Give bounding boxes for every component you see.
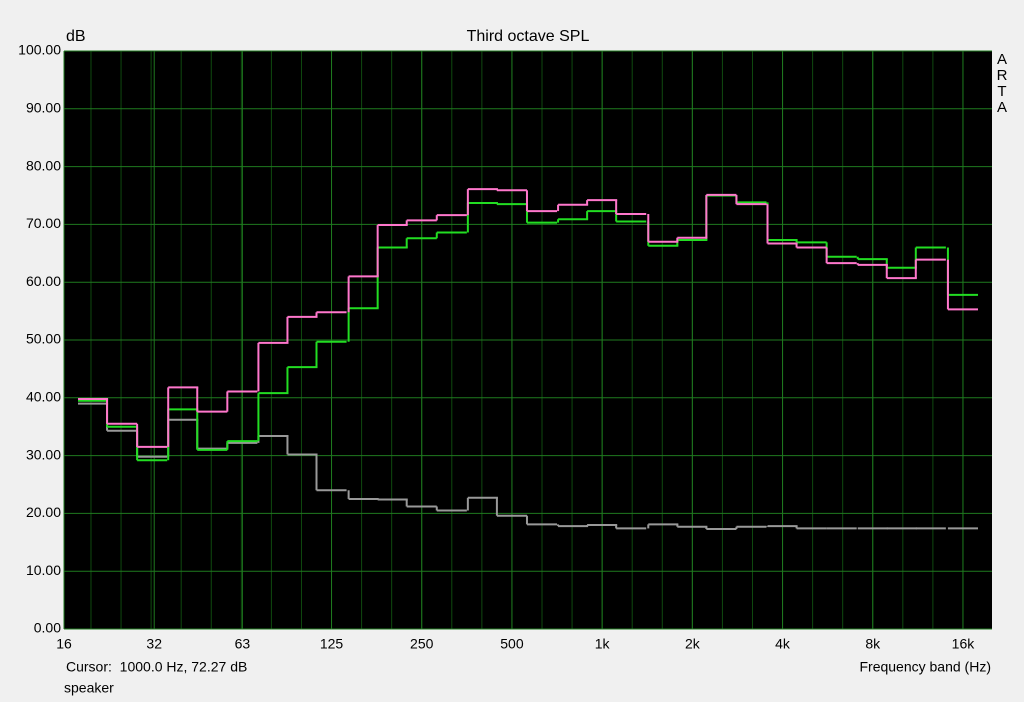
y-axis-label: dB (66, 28, 86, 45)
x-tick-label: 1k (595, 636, 611, 652)
x-tick-label: 63 (235, 636, 251, 652)
y-tick-label: 100.00 (18, 42, 61, 58)
x-tick-label: 16 (56, 636, 72, 652)
y-tick-label: 30.00 (26, 446, 61, 462)
chart-title: Third octave SPL (467, 28, 590, 45)
x-tick-label: 8k (865, 636, 881, 652)
measurement-name: speaker (64, 680, 114, 696)
y-tick-label: 0.00 (34, 620, 61, 636)
y-tick-label: 90.00 (26, 100, 61, 116)
x-tick-label: 250 (410, 636, 434, 652)
y-tick-label: 70.00 (26, 215, 61, 231)
y-tick-label: 60.00 (26, 273, 61, 289)
x-axis-label: Frequency band (Hz) (859, 659, 991, 675)
y-tick-label: 50.00 (26, 331, 61, 347)
y-tick-label: 80.00 (26, 157, 61, 173)
x-tick-label: 125 (320, 636, 344, 652)
x-tick-label: 32 (146, 636, 162, 652)
y-tick-label: 10.00 (26, 562, 61, 578)
y-tick-label: 40.00 (26, 389, 61, 405)
cursor-readout: Cursor: 1000.0 Hz, 72.27 dB (66, 659, 247, 675)
x-tick-label: 16k (952, 636, 976, 652)
x-tick-label: 4k (775, 636, 791, 652)
x-tick-label: 500 (500, 636, 524, 652)
y-tick-label: 20.00 (26, 504, 61, 520)
x-tick-label: 2k (685, 636, 701, 652)
